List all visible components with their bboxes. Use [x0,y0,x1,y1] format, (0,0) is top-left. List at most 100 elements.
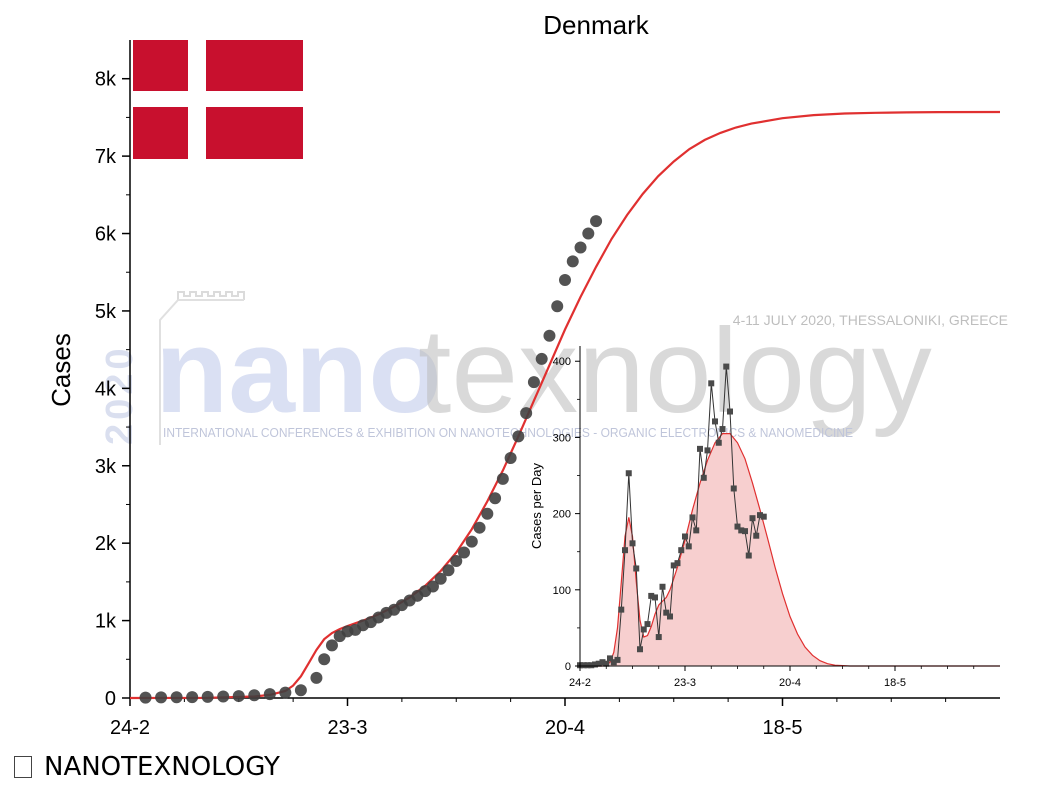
inset-data-point [633,565,640,572]
main-x-tick-label: 20-4 [545,717,585,739]
inset-data-point [757,512,763,519]
inset-data-point [592,661,598,668]
main-data-point [535,352,548,365]
main-y-tick-label: 6k [95,224,117,246]
main-data-point [186,691,199,704]
inset-x-tick-label: 20-4 [779,677,801,689]
inset-data-point [659,583,666,590]
watermark-castle-icon [177,291,245,300]
inset-data-point [637,646,643,653]
denmark-flag-icon [133,40,303,159]
main-data-point [263,688,276,701]
inset-data-point [712,418,718,425]
y-axis-label: Cases [46,333,76,407]
main-data-point [527,376,540,389]
inset-data-point [640,626,647,633]
inset-data-point [655,634,662,641]
watermark: 2020 nano texnology 4-11 JULY 2020, THES… [99,291,1008,445]
chart-title: Denmark [543,10,649,40]
main-data-point [512,430,525,443]
main-y-tick-label: 7k [95,146,117,168]
inset-chart: 0 100 200 300 400 24-2 23-3 20-4 18-5 Cases per … [529,346,1000,689]
inset-data-point [622,547,628,554]
inset-data-point [648,592,655,599]
main-data-point [566,255,579,268]
inset-data-point [700,474,707,481]
inset-data-point [682,533,688,540]
main-data-point [201,690,214,703]
inset-data-point [723,363,730,370]
watermark-brand-a: nano [155,304,442,438]
watermark-event: 4-11 JULY 2020, THESSALONIKI, GREECE [733,312,1008,328]
inset-data-point [610,659,617,666]
inset-y-tick-label: 0 [565,661,571,673]
main-data-point [496,472,509,485]
inset-y-tick-label: 100 [553,585,571,597]
inset-data-point [693,527,700,534]
inset-data-point [734,523,741,530]
inset-data-point [663,609,670,616]
main-data-point [489,492,502,505]
main-data-point [590,215,603,228]
inset-fit-area [580,433,1000,667]
inset-data-point [727,408,733,415]
main-data-points [139,215,603,704]
watermark-year: 2020 [99,344,141,445]
main-data-point [574,241,587,254]
inset-y-tick-label: 300 [553,432,571,444]
inset-fit-line [580,433,1000,667]
main-data-point [217,690,230,703]
main-data-point [458,546,471,559]
main-data-point [325,639,338,652]
main-data-point [473,521,486,534]
inset-data-point [704,447,711,454]
inset-y-axis-label: Cases per Day [529,463,544,549]
main-data-point [520,407,533,420]
footer: NANOTEXNOLOGY [14,752,280,782]
watermark-castle-wall [159,299,244,445]
main-x-tick-label: 18-5 [762,717,802,739]
inset-x-tick-label: 24-2 [569,677,591,689]
inset-data-point [595,660,602,667]
inset-x-tick-label: 23-3 [674,677,696,689]
main-data-point [442,564,455,577]
chart-canvas: 2020 nano texnology 4-11 JULY 2020, THES… [46,10,1008,739]
main-data-point [426,580,439,593]
main-y-tick-label: 2k [95,533,117,555]
inset-data-point [753,532,760,539]
main-data-point [465,535,478,548]
main-y-tick-label: 8k [95,69,117,91]
main-y-tick-label: 0 [105,688,116,710]
inset-data-point [584,662,591,669]
inset-data-point [760,513,767,520]
inset-data-point [715,439,722,446]
main-data-point [294,684,307,697]
inset-data-point [689,514,696,521]
inset-y-tick-label: 200 [553,509,571,521]
main-data-point [434,572,447,585]
inset-fit-fill [580,433,1000,666]
main-data-point [450,554,463,567]
main-data-point [155,691,168,704]
main-data-point [582,227,595,240]
main-y-tick-label: 3k [95,456,117,478]
main-x-tick-label: 24-2 [110,717,150,739]
inset-y-tick-label: 400 [553,356,571,368]
main-data-point [139,691,152,704]
main-data-point [481,507,494,520]
inset-data-point [599,659,606,666]
inset-data-point [618,606,625,613]
inset-data-point [629,540,636,547]
main-y-tick-label: 4k [95,378,117,400]
inset-data-point [742,528,748,535]
main-data-point [310,671,323,684]
inset-data-point [697,445,703,452]
inset-data-point [580,662,587,669]
main-data-point [279,686,292,699]
missing-glyph-icon [14,756,32,778]
inset-data-point [685,543,692,550]
main-data-point [170,691,183,704]
inset-data-point [738,527,745,534]
inset-data-point [708,380,715,387]
inset-data-point [749,515,756,522]
